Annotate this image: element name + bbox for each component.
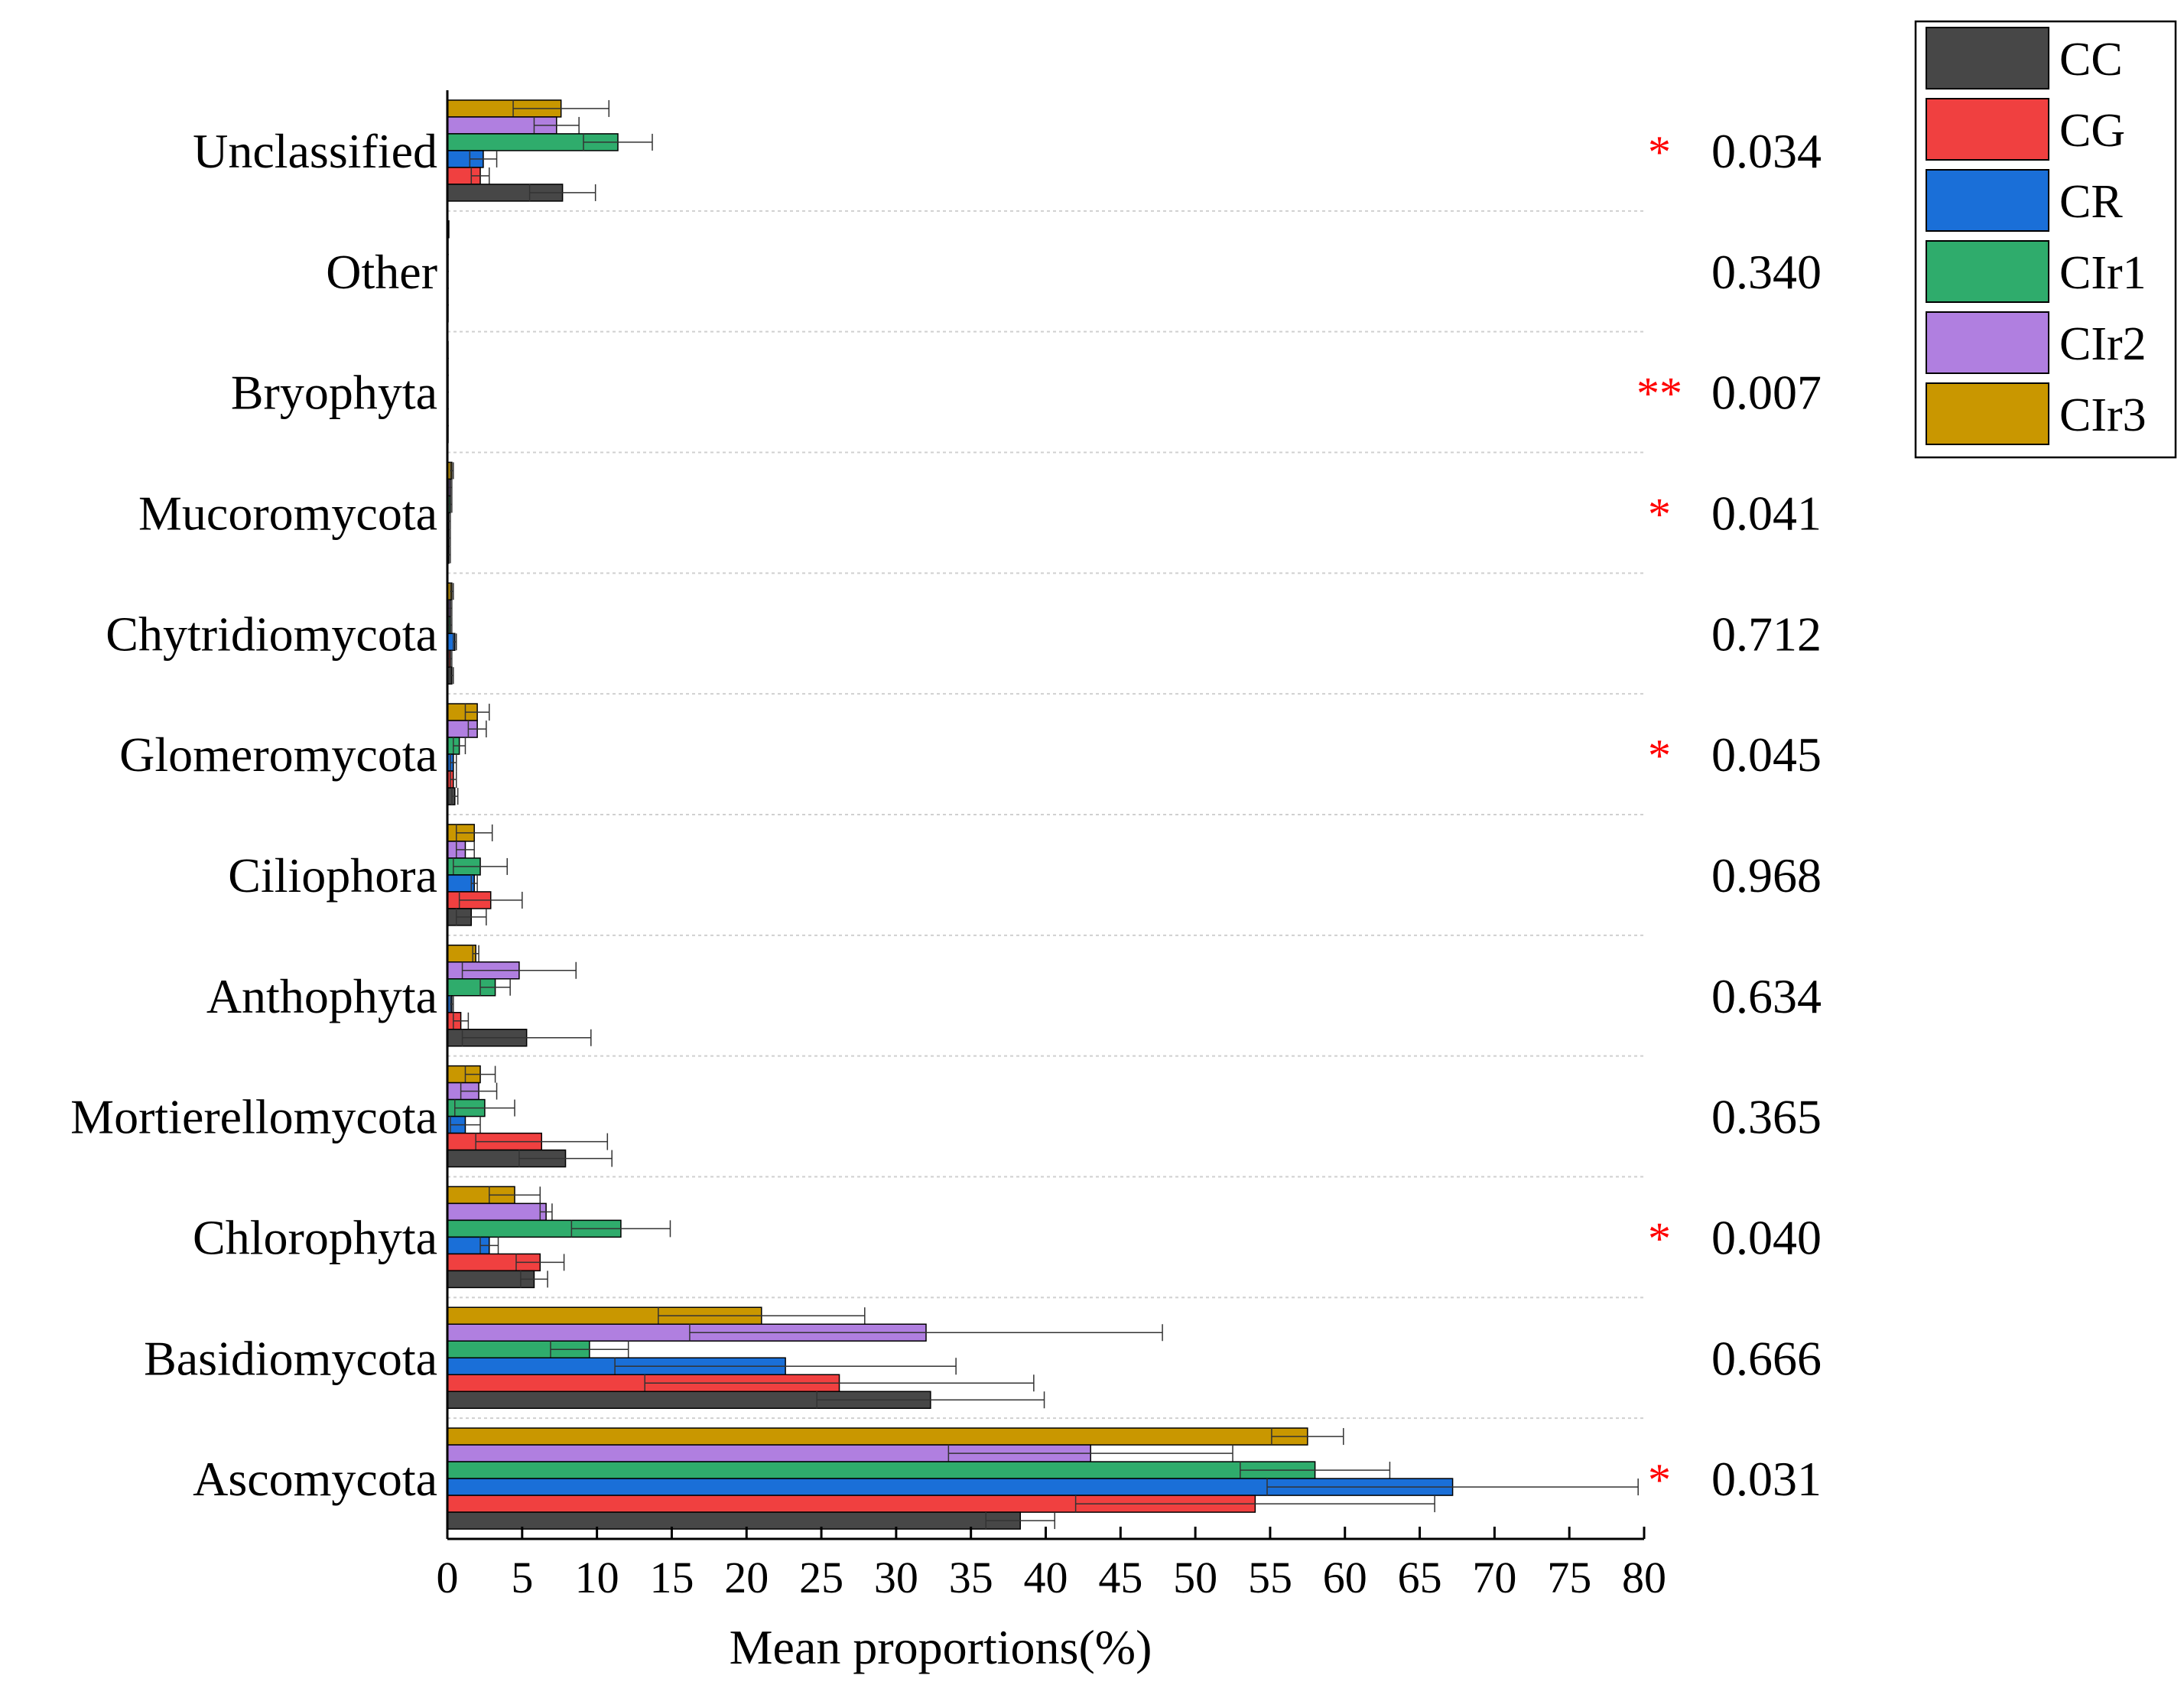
significance-marker-chlorophyta: *	[1648, 1213, 1671, 1264]
legend-label-cir2: CIr2	[2059, 318, 2147, 370]
legend-label-cc: CC	[2059, 34, 2123, 86]
bar-cir3-anthophyta	[447, 945, 476, 963]
p-value-unclassified: 0.034	[1711, 124, 1822, 178]
category-label-ciliophora: Ciliophora	[228, 848, 437, 903]
bars	[447, 99, 1639, 1530]
legend-label-cr: CR	[2059, 176, 2123, 228]
bar-cr-ciliophora	[447, 874, 475, 893]
legend-label-cg: CG	[2059, 105, 2125, 157]
group-separators	[447, 210, 1644, 1420]
x-tick-label: 20	[724, 1553, 769, 1602]
legend-swatch-cr	[1926, 169, 2049, 232]
x-tick-label: 45	[1098, 1553, 1142, 1602]
x-tick-label: 75	[1547, 1553, 1591, 1602]
bar-cir2-chlorophyta	[447, 1202, 547, 1221]
legend-label-cir3: CIr3	[2059, 389, 2147, 441]
significance-marker-glomeromycota: *	[1648, 730, 1671, 781]
legend: CC CG CR CIr1 CIr2 CIr3	[1914, 20, 2177, 459]
x-tick-label: 70	[1472, 1553, 1516, 1602]
p-value-basidiomycota: 0.666	[1711, 1331, 1822, 1385]
axes: 0 5 10 15 20 25 30 35 40 45 50 55 60 65 70 75 80	[437, 90, 1666, 1602]
legend-swatch-cir3	[1926, 382, 2049, 445]
significance-marker-unclassified: *	[1648, 127, 1671, 177]
x-tick-label: 50	[1173, 1553, 1217, 1602]
p-value-chytridiomycota: 0.712	[1711, 607, 1822, 661]
legend-label-cir1: CIr1	[2059, 247, 2147, 299]
bar-cc-ascomycota	[447, 1511, 1021, 1530]
category-label-anthophyta: Anthophyta	[206, 969, 437, 1023]
x-tick-label: 5	[511, 1553, 533, 1602]
p-values: 0.034*0.3400.007**0.041*0.7120.045*0.968…	[1636, 124, 1822, 1506]
p-value-mortierellomycota: 0.365	[1711, 1090, 1822, 1144]
x-tick-label: 35	[949, 1553, 993, 1602]
x-tick-label: 0	[437, 1553, 459, 1602]
legend-swatch-cc	[1926, 27, 2049, 89]
x-tick-label: 65	[1398, 1553, 1442, 1602]
bar-cir1-ascomycota	[447, 1461, 1316, 1479]
x-tick-label: 55	[1248, 1553, 1292, 1602]
category-labels: Unclassified Other Bryophyta Mucoromycota Ch…	[70, 124, 437, 1506]
category-label-chlorophyta: Chlorophyta	[193, 1210, 437, 1264]
category-label-mortierellomycota: Mortierellomycota	[70, 1090, 437, 1144]
significance-marker-ascomycota: *	[1648, 1455, 1671, 1505]
category-label-mucoromycota: Mucoromycota	[138, 486, 437, 540]
category-label-chytridiomycota: Chytridiomycota	[106, 607, 437, 661]
x-tick-label: 80	[1622, 1553, 1666, 1602]
x-tick-label: 40	[1024, 1553, 1068, 1602]
p-value-glomeromycota: 0.045	[1711, 727, 1822, 782]
p-value-ciliophora: 0.968	[1711, 848, 1822, 903]
p-value-other: 0.340	[1711, 245, 1822, 299]
bar-cir3-ascomycota	[447, 1427, 1308, 1446]
category-label-unclassified: Unclassified	[193, 124, 437, 178]
legend-swatch-cir2	[1926, 311, 2049, 374]
x-axis-label: Mean proportions(%)	[730, 1620, 1152, 1674]
category-label-other: Other	[326, 245, 437, 299]
x-tick-label: 15	[649, 1553, 694, 1602]
p-value-ascomycota: 0.031	[1711, 1452, 1822, 1506]
legend-swatch-cg	[1926, 98, 2049, 161]
p-value-mucoromycota: 0.041	[1711, 486, 1822, 540]
significance-marker-mucoromycota: *	[1648, 489, 1671, 539]
category-label-bryophyta: Bryophyta	[231, 366, 437, 420]
category-label-glomeromycota: Glomeromycota	[119, 727, 437, 782]
legend-swatch-cir1	[1926, 240, 2049, 303]
category-label-basidiomycota: Basidiomycota	[144, 1331, 437, 1385]
x-tick-label: 30	[874, 1553, 918, 1602]
x-tick-label: 60	[1323, 1553, 1367, 1602]
p-value-bryophyta: 0.007	[1711, 366, 1822, 420]
category-label-ascomycota: Ascomycota	[193, 1452, 437, 1506]
p-value-anthophyta: 0.634	[1711, 969, 1822, 1023]
significance-marker-bryophyta: **	[1636, 369, 1682, 419]
x-tick-label: 25	[799, 1553, 843, 1602]
p-value-chlorophyta: 0.040	[1711, 1210, 1822, 1264]
x-tick-label: 10	[575, 1553, 619, 1602]
